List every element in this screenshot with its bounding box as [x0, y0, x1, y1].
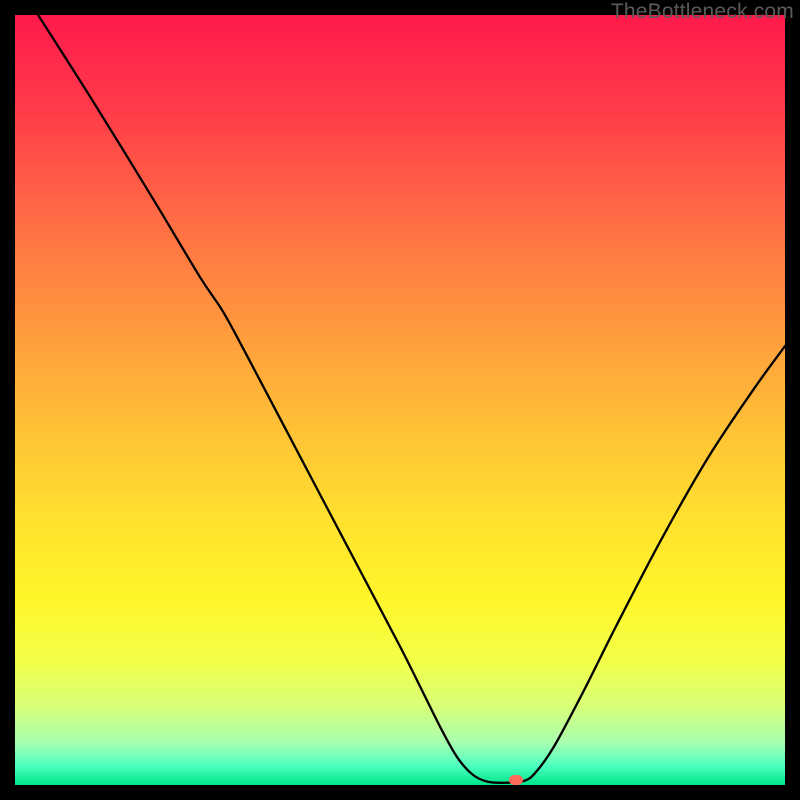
watermark-text: TheBottleneck.com	[611, 0, 794, 24]
chart-frame: TheBottleneck.com	[0, 0, 800, 800]
bottleneck-curve	[15, 15, 785, 785]
optimal-point-marker	[509, 775, 523, 785]
plot-area	[15, 15, 785, 785]
